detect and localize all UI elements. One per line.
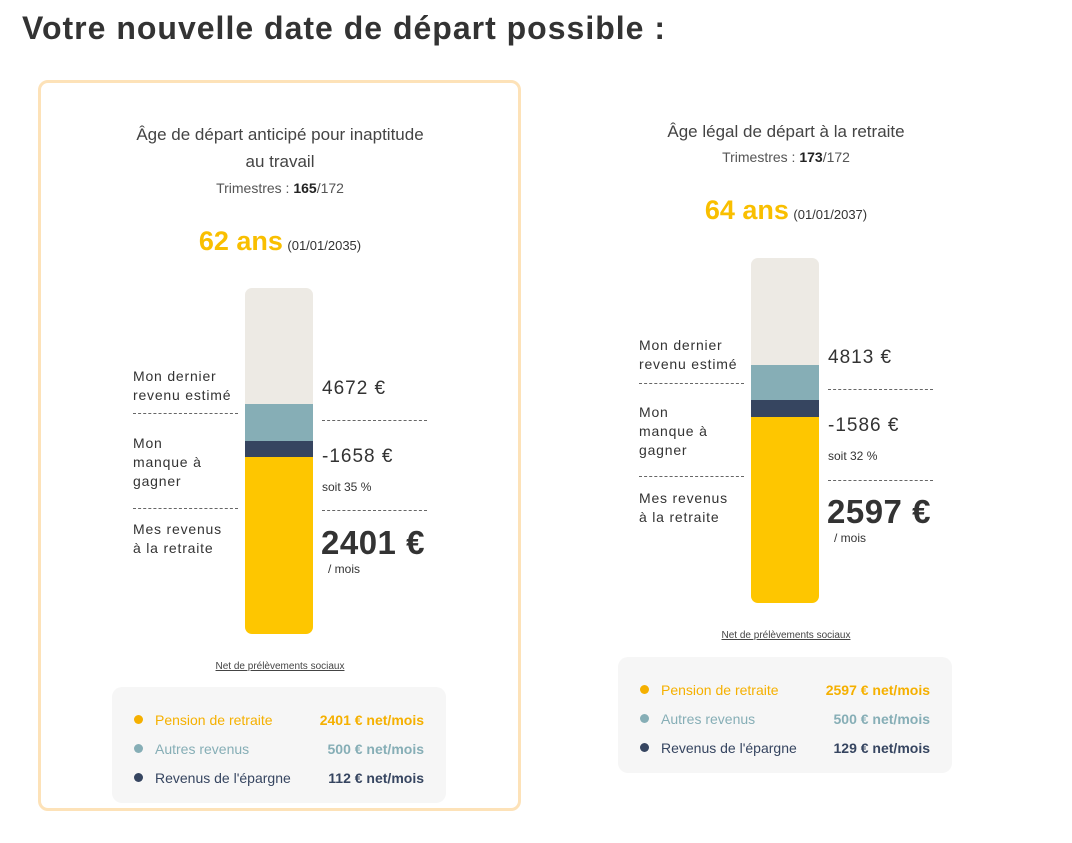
bar-segment-pension — [245, 457, 313, 634]
total-value: 2597 € — [827, 493, 931, 530]
selected-option-card[interactable] — [38, 80, 521, 811]
net-note-link[interactable]: Net de prélèvements sociaux — [721, 630, 851, 641]
trimestres: Trimestres : 165/172 — [90, 180, 470, 196]
net-note-link[interactable]: Net de prélèvements sociaux — [215, 661, 345, 672]
divider — [322, 420, 427, 421]
legend-autres: Autres revenus 500 € net/mois — [134, 734, 424, 763]
divider — [639, 476, 744, 477]
bar-segment-pension — [751, 417, 819, 603]
divider — [322, 510, 427, 511]
bar-segment-autres — [245, 404, 313, 441]
manque-percent: soit 32 % — [828, 449, 878, 463]
title-line: Âge de départ anticipé pour inaptitude — [136, 125, 424, 144]
dot-icon — [134, 715, 143, 724]
revenu-value: 4813 € — [828, 347, 893, 368]
label-revenu: Mon dernier revenu estimé — [133, 368, 232, 403]
legend-pension: Pension de retraite 2597 € net/mois — [640, 675, 930, 704]
manque-value: -1658 € — [322, 446, 394, 467]
revenu-value: 4672 € — [322, 378, 387, 399]
legend-epargne: Revenus de l'épargne 129 € net/mois — [640, 733, 930, 762]
divider — [828, 389, 933, 390]
option-title: Âge légal de départ à la retraite — [667, 122, 905, 141]
dot-icon — [134, 773, 143, 782]
label-retraite: Mes revenus à la retraite — [639, 490, 728, 525]
age-display: 64 ans (01/01/2037) — [704, 195, 868, 225]
trimestres: Trimestres : 173/172 — [722, 149, 850, 165]
bar-segment-gap — [751, 258, 819, 365]
bar-segment-epargne — [751, 400, 819, 417]
label-retraite: Mes revenus à la retraite — [133, 521, 222, 556]
manque-percent: soit 35 % — [322, 480, 372, 494]
bar-segment-epargne — [245, 441, 313, 457]
age: 62 ans — [198, 226, 283, 256]
dot-icon — [640, 714, 649, 723]
trim-label: Trimestres : — [216, 180, 294, 196]
divider — [133, 508, 238, 509]
label-revenu: Mon dernier revenu estimé — [639, 337, 738, 372]
divider — [133, 413, 238, 414]
label-manque: Mon manque à gagner — [639, 404, 708, 458]
income-bar — [751, 258, 819, 603]
date: (01/01/2035) — [287, 238, 362, 253]
divider — [639, 383, 744, 384]
legend-box: Pension de retraite 2597 € net/mois Autre… — [618, 657, 952, 773]
legend-epargne: Revenus de l'épargne 112 € net/mois — [134, 763, 424, 792]
trim-value: 165 — [293, 180, 317, 196]
per-month: / mois — [328, 562, 361, 576]
option-title: Âge de départ anticipé pour inaptitude au… — [90, 121, 470, 175]
age-display: 62 ans (01/01/2035) — [90, 226, 470, 257]
divider — [828, 480, 933, 481]
dot-icon — [640, 685, 649, 694]
total-value: 2401 € — [321, 524, 425, 561]
dot-icon — [640, 743, 649, 752]
trim-total: /172 — [316, 180, 344, 196]
title-line: au travail — [245, 152, 315, 171]
legend-autres: Autres revenus 500 € net/mois — [640, 704, 930, 733]
legend-box: Pension de retraite 2401 € net/mois Autre… — [112, 687, 446, 803]
per-month: / mois — [834, 531, 867, 545]
income-bar — [245, 288, 313, 634]
label-manque: Mon manque à gagner — [133, 435, 202, 489]
bar-segment-autres — [751, 365, 819, 400]
bar-segment-gap — [245, 288, 313, 404]
page-title: Votre nouvelle date de départ possible : — [22, 10, 666, 46]
manque-value: -1586 € — [828, 415, 900, 436]
legend-pension: Pension de retraite 2401 € net/mois — [134, 705, 424, 734]
dot-icon — [134, 744, 143, 753]
